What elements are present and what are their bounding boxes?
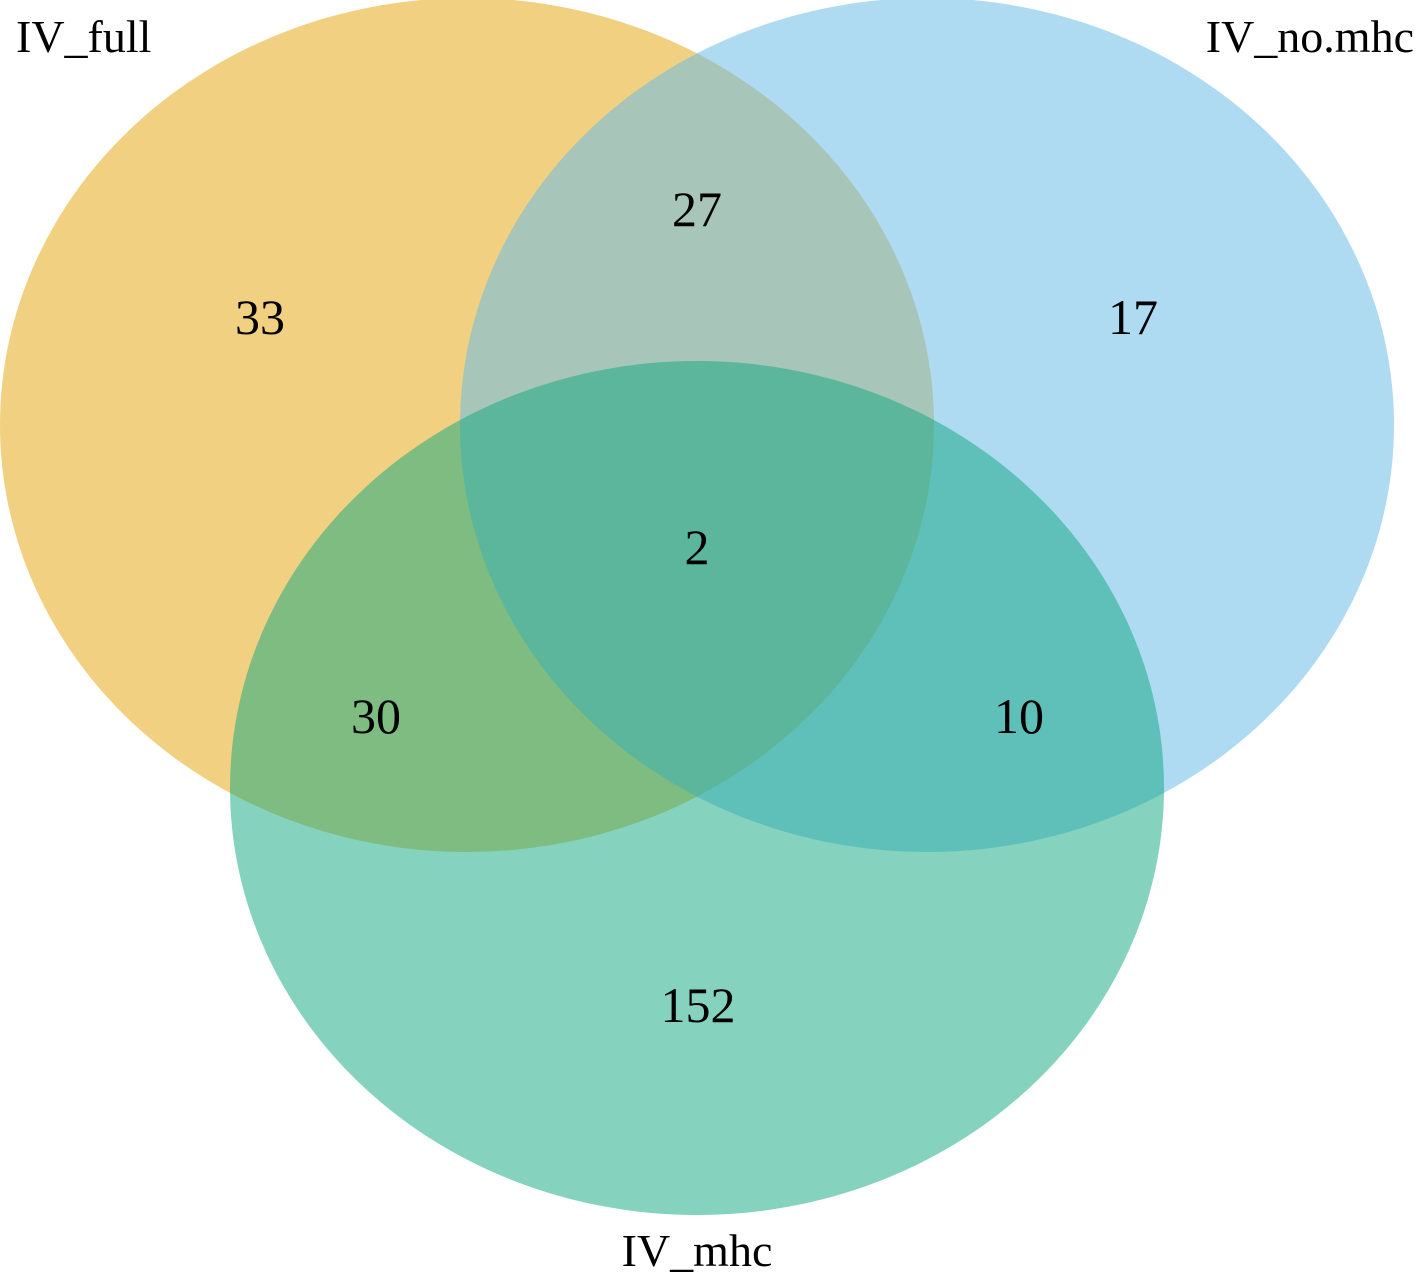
region-counts: 33 17 152 27 30 10 2: [235, 181, 1158, 1033]
set-label-iv-mhc: IV_mhc: [622, 1225, 773, 1274]
set-label-iv-full: IV_full: [16, 11, 151, 62]
set-label-iv-no-mhc: IV_no.mhc: [1206, 11, 1414, 62]
count-all-three: 2: [685, 519, 710, 575]
count-iv-full-only: 33: [235, 289, 285, 345]
count-no-mhc-and-mhc: 10: [994, 688, 1044, 744]
count-full-and-no-mhc: 27: [672, 181, 722, 237]
set-circle-iv-mhc: [230, 361, 1164, 1215]
count-full-and-mhc: 30: [351, 688, 401, 744]
count-iv-mhc-only: 152: [661, 977, 736, 1033]
set-circles: [0, 0, 1394, 1215]
count-iv-no-mhc-only: 17: [1108, 289, 1158, 345]
set-labels: IV_full IV_no.mhc IV_mhc: [16, 11, 1414, 1274]
